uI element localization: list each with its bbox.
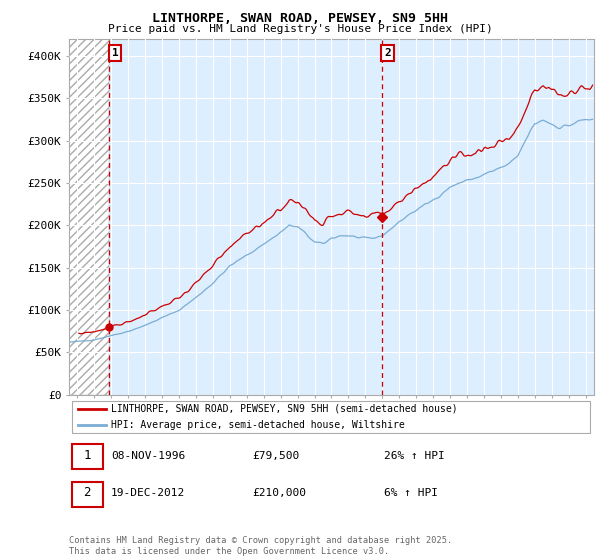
Text: HPI: Average price, semi-detached house, Wiltshire: HPI: Average price, semi-detached house,… [111, 419, 405, 430]
Text: LINTHORPE, SWAN ROAD, PEWSEY, SN9 5HH (semi-detached house): LINTHORPE, SWAN ROAD, PEWSEY, SN9 5HH (s… [111, 404, 458, 414]
Text: Price paid vs. HM Land Registry's House Price Index (HPI): Price paid vs. HM Land Registry's House … [107, 24, 493, 34]
Text: 08-NOV-1996: 08-NOV-1996 [111, 451, 185, 461]
Text: £79,500: £79,500 [253, 451, 300, 461]
FancyBboxPatch shape [71, 400, 590, 433]
Text: 1: 1 [112, 48, 118, 58]
FancyBboxPatch shape [71, 482, 103, 507]
Text: 1: 1 [83, 449, 91, 463]
Text: LINTHORPE, SWAN ROAD, PEWSEY, SN9 5HH: LINTHORPE, SWAN ROAD, PEWSEY, SN9 5HH [152, 12, 448, 25]
Text: £210,000: £210,000 [253, 488, 307, 498]
Bar [69, 39, 109, 395]
Text: 19-DEC-2012: 19-DEC-2012 [111, 488, 185, 498]
Text: 26% ↑ HPI: 26% ↑ HPI [384, 451, 445, 461]
Text: 6% ↑ HPI: 6% ↑ HPI [384, 488, 438, 498]
FancyBboxPatch shape [71, 444, 103, 469]
Text: Contains HM Land Registry data © Crown copyright and database right 2025.
This d: Contains HM Land Registry data © Crown c… [69, 536, 452, 556]
Text: 2: 2 [83, 487, 91, 500]
Text: 2: 2 [384, 48, 391, 58]
